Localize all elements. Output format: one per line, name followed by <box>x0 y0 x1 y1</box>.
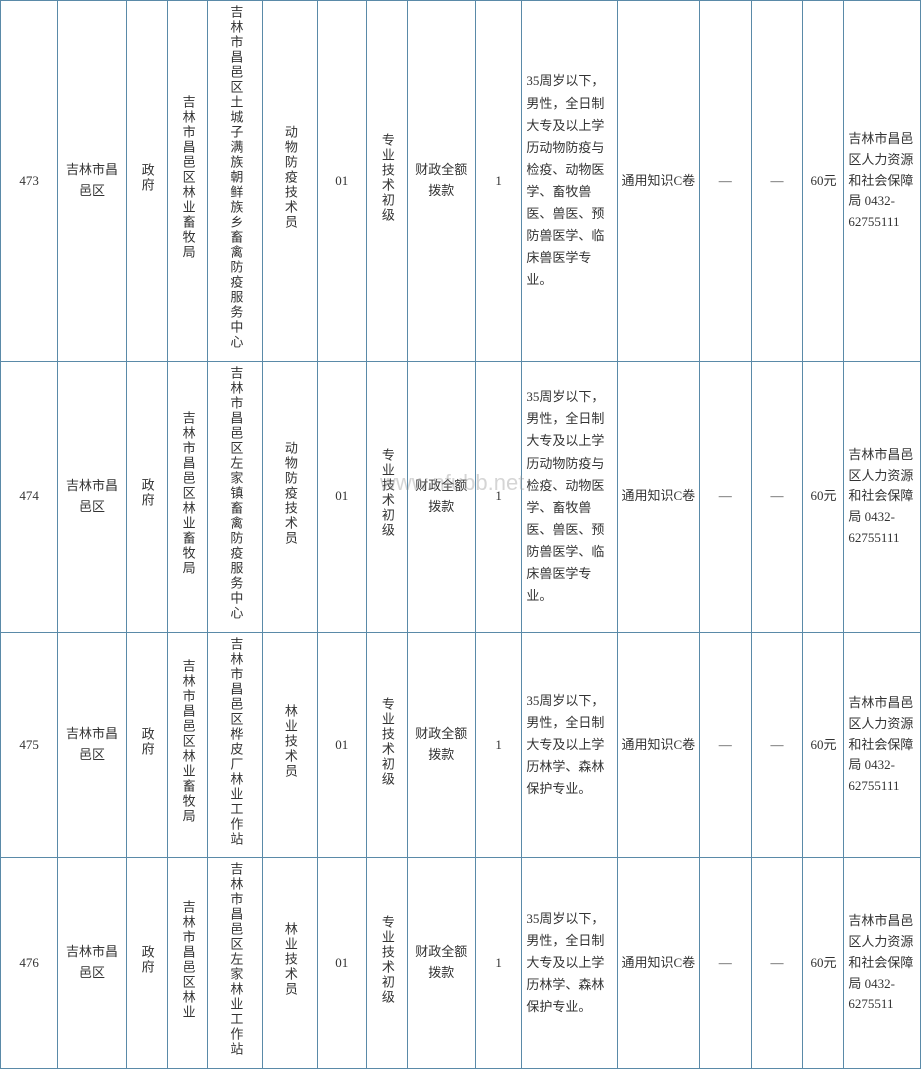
region-cell: 吉林市昌邑区 <box>58 632 126 858</box>
fee-cell: 60元 <box>803 632 844 858</box>
contact-cell: 吉林市昌邑区人力资源和社会保障局 0432-62755111 <box>844 1 921 362</box>
region-cell: 吉林市昌邑区 <box>58 361 126 632</box>
blank-cell-2: — <box>751 1 803 362</box>
code-cell: 01 <box>317 632 366 858</box>
position-cell: 林业技术员 <box>263 632 318 858</box>
region-cell: 吉林市昌邑区 <box>58 1 126 362</box>
fund-cell: 财政全额拨款 <box>407 858 475 1069</box>
table-row: 474吉林市昌邑区政府吉林市昌邑区林业畜牧局吉林市昌邑区左家镇畜禽防疫服务中心动… <box>1 361 921 632</box>
code-cell: 01 <box>317 361 366 632</box>
blank-cell-1: — <box>699 361 751 632</box>
exam-cell: 通用知识C卷 <box>617 858 699 1069</box>
requirement-cell: 35周岁以下，男性，全日制大专及以上学历林学、森林保护专业。 <box>522 632 618 858</box>
position-cell: 动物防疫技术员 <box>263 361 318 632</box>
type-cell: 政府 <box>126 632 167 858</box>
count-cell: 1 <box>475 361 521 632</box>
code-cell: 01 <box>317 1 366 362</box>
type-cell: 政府 <box>126 361 167 632</box>
position-cell: 动物防疫技术员 <box>263 1 318 362</box>
position-cell: 林业技术员 <box>263 858 318 1069</box>
fund-cell: 财政全额拨款 <box>407 361 475 632</box>
index-cell: 476 <box>1 858 58 1069</box>
index-cell: 474 <box>1 361 58 632</box>
table-row: 473吉林市昌邑区政府吉林市昌邑区林业畜牧局吉林市昌邑区土城子满族朝鲜族乡畜禽防… <box>1 1 921 362</box>
dept-cell: 吉林市昌邑区林业畜牧局 <box>167 632 208 858</box>
requirement-cell: 35周岁以下，男性，全日制大专及以上学历林学、森林保护专业。 <box>522 858 618 1069</box>
fee-cell: 60元 <box>803 858 844 1069</box>
fee-cell: 60元 <box>803 1 844 362</box>
code-cell: 01 <box>317 858 366 1069</box>
table-row: 476吉林市昌邑区政府吉林市昌邑区林业吉林市昌邑区左家林业工作站林业技术员01专… <box>1 858 921 1069</box>
exam-cell: 通用知识C卷 <box>617 361 699 632</box>
level-cell: 专业技术初级 <box>366 858 407 1069</box>
type-cell: 政府 <box>126 1 167 362</box>
fund-cell: 财政全额拨款 <box>407 632 475 858</box>
blank-cell-1: — <box>699 858 751 1069</box>
count-cell: 1 <box>475 1 521 362</box>
unit-cell: 吉林市昌邑区左家林业工作站 <box>208 858 263 1069</box>
dept-cell: 吉林市昌邑区林业畜牧局 <box>167 361 208 632</box>
table-row: 475吉林市昌邑区政府吉林市昌邑区林业畜牧局吉林市昌邑区桦皮厂林业工作站林业技术… <box>1 632 921 858</box>
blank-cell-1: — <box>699 632 751 858</box>
exam-cell: 通用知识C卷 <box>617 632 699 858</box>
level-cell: 专业技术初级 <box>366 1 407 362</box>
index-cell: 475 <box>1 632 58 858</box>
index-cell: 473 <box>1 1 58 362</box>
fund-cell: 财政全额拨款 <box>407 1 475 362</box>
recruitment-table: 473吉林市昌邑区政府吉林市昌邑区林业畜牧局吉林市昌邑区土城子满族朝鲜族乡畜禽防… <box>0 0 921 1069</box>
blank-cell-2: — <box>751 361 803 632</box>
contact-cell: 吉林市昌邑区人力资源和社会保障局 0432-62755111 <box>844 361 921 632</box>
contact-cell: 吉林市昌邑区人力资源和社会保障局 0432-62755111 <box>844 632 921 858</box>
fee-cell: 60元 <box>803 361 844 632</box>
type-cell: 政府 <box>126 858 167 1069</box>
count-cell: 1 <box>475 632 521 858</box>
dept-cell: 吉林市昌邑区林业 <box>167 858 208 1069</box>
unit-cell: 吉林市昌邑区土城子满族朝鲜族乡畜禽防疫服务中心 <box>208 1 263 362</box>
unit-cell: 吉林市昌邑区左家镇畜禽防疫服务中心 <box>208 361 263 632</box>
exam-cell: 通用知识C卷 <box>617 1 699 362</box>
level-cell: 专业技术初级 <box>366 361 407 632</box>
region-cell: 吉林市昌邑区 <box>58 858 126 1069</box>
requirement-cell: 35周岁以下，男性，全日制大专及以上学历动物防疫与检疫、动物医学、畜牧兽医、兽医… <box>522 361 618 632</box>
blank-cell-1: — <box>699 1 751 362</box>
blank-cell-2: — <box>751 858 803 1069</box>
level-cell: 专业技术初级 <box>366 632 407 858</box>
dept-cell: 吉林市昌邑区林业畜牧局 <box>167 1 208 362</box>
contact-cell: 吉林市昌邑区人力资源和社会保障局 0432-6275511 <box>844 858 921 1069</box>
unit-cell: 吉林市昌邑区桦皮厂林业工作站 <box>208 632 263 858</box>
count-cell: 1 <box>475 858 521 1069</box>
requirement-cell: 35周岁以下，男性，全日制大专及以上学历动物防疫与检疫、动物医学、畜牧兽医、兽医… <box>522 1 618 362</box>
blank-cell-2: — <box>751 632 803 858</box>
